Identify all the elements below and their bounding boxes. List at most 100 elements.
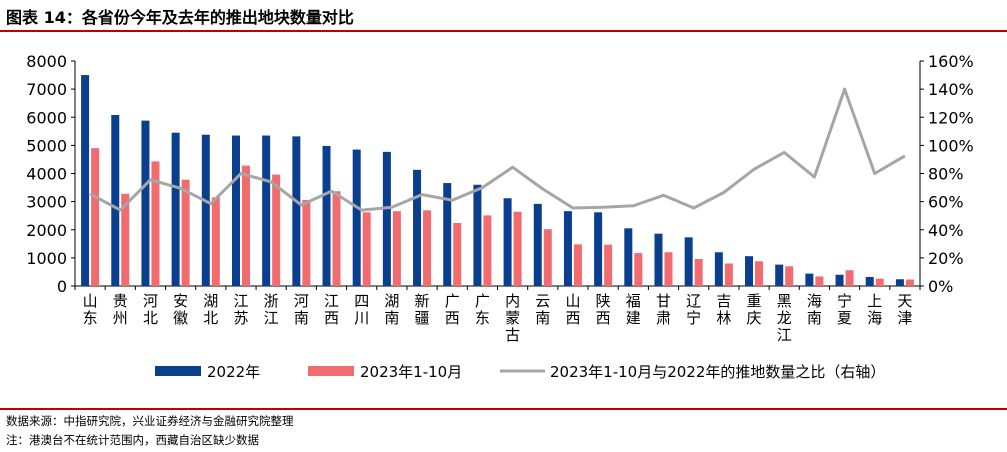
x-tick-label: 安徽 xyxy=(173,292,188,327)
bar-2023 xyxy=(634,253,643,286)
bar-2022 xyxy=(533,203,542,286)
bar-2023 xyxy=(694,259,703,286)
bar-2022 xyxy=(473,184,482,286)
bar-2023 xyxy=(272,174,281,286)
y-left-tick-label: 1000 xyxy=(26,249,67,268)
bar-2022 xyxy=(503,198,512,286)
x-tick-label: 河北 xyxy=(143,292,158,327)
bar-2023 xyxy=(181,179,190,286)
bar-2023 xyxy=(573,244,582,286)
x-tick-label: 新疆 xyxy=(415,292,430,327)
y-right-tick-label: 0% xyxy=(928,277,953,296)
legend-label-ratio: 2023年1-10月与2022年的推地数量之比（右轴） xyxy=(550,363,885,381)
bar-2022 xyxy=(352,149,361,286)
y-right-tick-label: 140% xyxy=(928,80,974,99)
bar-2022 xyxy=(111,115,120,286)
x-tick-label: 浙江 xyxy=(264,292,279,327)
x-tick-label: 四川 xyxy=(354,292,369,327)
bar-2022 xyxy=(895,279,904,286)
source-note: 数据来源：中指研究院，兴业证券经济与金融研究院整理 xyxy=(6,414,294,428)
x-tick-label: 江西 xyxy=(324,292,339,327)
x-tick-label: 吉林 xyxy=(716,292,731,327)
y-left-tick-label: 0 xyxy=(57,277,67,296)
bar-2022 xyxy=(201,134,210,286)
bar-2022 xyxy=(624,228,633,286)
legend-swatch-2023 xyxy=(308,366,354,376)
bar-2022 xyxy=(775,264,784,286)
figure-title: 图表 14：各省份今年及去年的推出地块数量对比 xyxy=(6,8,354,27)
bar-2022 xyxy=(594,212,603,286)
bar-2022 xyxy=(81,75,90,286)
x-tick-label: 贵州 xyxy=(113,292,128,327)
x-tick-label: 黑龙江 xyxy=(777,292,792,344)
bar-2023 xyxy=(392,211,401,286)
legend-label-2022: 2022年 xyxy=(207,363,260,381)
bar-2022 xyxy=(443,183,452,286)
bar-2023 xyxy=(91,148,100,286)
x-tick-label: 海南 xyxy=(807,292,822,327)
chart-axes: 0 1000 2000 3000 4000 5000 6000 7000 8000 0% 20% 40… xyxy=(26,52,973,296)
bar-2022 xyxy=(413,169,422,286)
bar-2023 xyxy=(664,252,673,286)
y-left-tick-label: 5000 xyxy=(26,136,67,155)
y-right-tick-label: 60% xyxy=(928,193,964,212)
bar-2023 xyxy=(543,229,552,286)
y-right-tick-label: 120% xyxy=(928,108,974,127)
bar-2023 xyxy=(453,223,462,286)
title-rule xyxy=(0,30,1007,32)
x-tick-label: 广东 xyxy=(475,292,490,327)
x-tick-label: 湖南 xyxy=(384,292,399,327)
x-tick-label: 山东 xyxy=(83,292,98,327)
bar-2023 xyxy=(241,165,250,286)
x-tick-label: 广西 xyxy=(445,292,460,327)
legend-swatch-2022 xyxy=(155,366,201,376)
chart-bars xyxy=(81,75,914,286)
bar-line-chart: 0 1000 2000 3000 4000 5000 6000 7000 8000 0% 20% 40… xyxy=(26,52,973,381)
bar-2023 xyxy=(815,276,824,286)
bar-2023 xyxy=(211,197,220,286)
y-left-tick-label: 3000 xyxy=(26,193,67,212)
bar-2022 xyxy=(262,135,271,286)
x-tick-label: 湖北 xyxy=(203,292,218,327)
y-left-tick-label: 8000 xyxy=(26,52,67,71)
ratio-line-layer xyxy=(89,87,906,212)
bar-2023 xyxy=(724,263,733,286)
bar-2023 xyxy=(332,191,341,286)
bar-2022 xyxy=(714,252,723,286)
bar-2023 xyxy=(785,266,794,286)
x-tick-label: 天津 xyxy=(897,292,912,327)
bar-2022 xyxy=(563,211,572,286)
x-tick-label: 河南 xyxy=(294,292,309,327)
y-left-tick-label: 6000 xyxy=(26,108,67,127)
y-right-tick-label: 40% xyxy=(928,221,964,240)
footer-rule xyxy=(0,408,1007,410)
bar-2022 xyxy=(654,233,663,286)
bar-2023 xyxy=(151,161,160,286)
y-left-tick-label: 2000 xyxy=(26,221,67,240)
bar-2023 xyxy=(302,199,311,286)
x-tick-label: 辽宁 xyxy=(686,292,701,327)
bar-2023 xyxy=(875,278,884,286)
bar-2023 xyxy=(121,193,130,286)
y-left-tick-label: 4000 xyxy=(26,165,67,184)
bar-2022 xyxy=(322,145,331,286)
x-tick-label: 山西 xyxy=(565,292,580,327)
bar-2022 xyxy=(684,237,693,286)
x-tick-label: 陕西 xyxy=(596,292,611,327)
legend-label-2023: 2023年1-10月 xyxy=(360,363,462,381)
bar-2023 xyxy=(755,261,764,286)
footnote: 注：港澳台不在统计范围内，西藏自治区缺少数据 xyxy=(6,433,259,447)
bar-2023 xyxy=(483,215,492,286)
bar-2022 xyxy=(745,256,754,286)
x-tick-label: 福建 xyxy=(626,292,641,327)
ratio-line xyxy=(89,87,906,212)
bar-2022 xyxy=(382,151,391,286)
y-left-tick-label: 7000 xyxy=(26,80,67,99)
x-tick-label: 重庆 xyxy=(747,292,762,327)
y-right-tick-label: 20% xyxy=(928,249,964,268)
bar-2022 xyxy=(805,273,814,286)
bar-2023 xyxy=(423,210,432,286)
bar-2023 xyxy=(362,212,371,286)
y-right-tick-label: 160% xyxy=(928,52,974,71)
x-tick-labels: 山东贵州河北安徽湖北江苏浙江河南江西四川湖南新疆广西广东内蒙古云南山西陕西福建甘… xyxy=(83,292,913,344)
